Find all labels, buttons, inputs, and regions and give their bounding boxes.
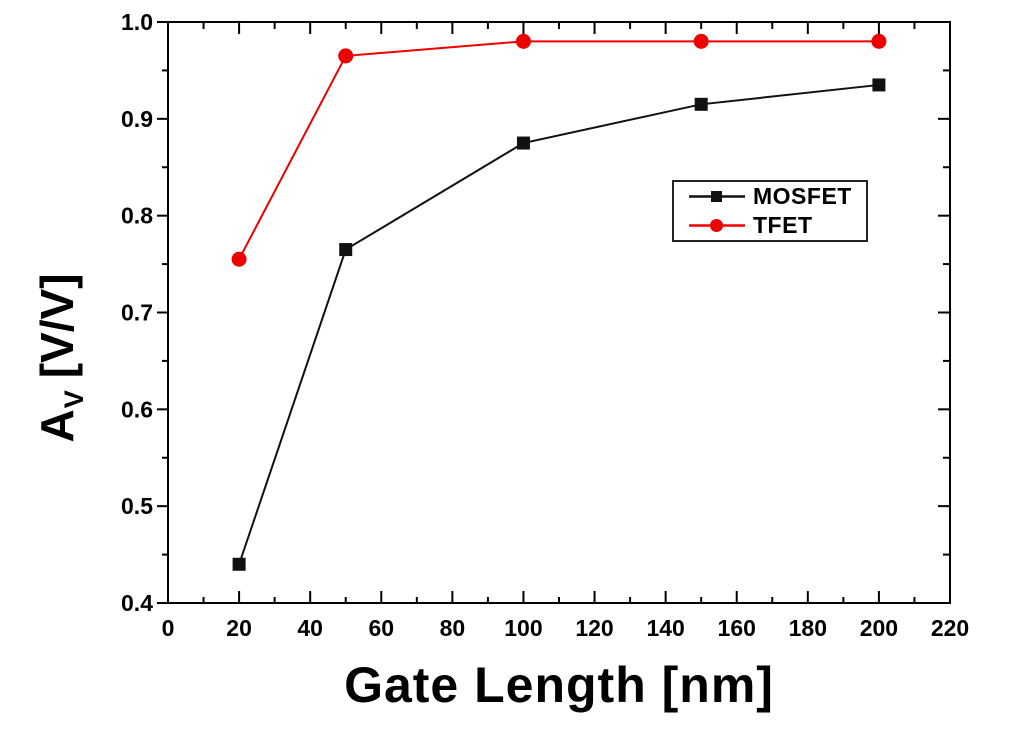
y-tick-label: 0.9 bbox=[121, 106, 153, 132]
x-tick-label: 100 bbox=[504, 615, 542, 641]
y-axis-title-base: A bbox=[31, 409, 83, 443]
legend-item-mosfet: MOSFET bbox=[674, 182, 866, 211]
y-tick-label: 0.4 bbox=[121, 590, 153, 616]
x-tick-label: 200 bbox=[860, 615, 898, 641]
x-tick-label: 20 bbox=[226, 615, 252, 641]
x-tick-label: 180 bbox=[789, 615, 827, 641]
legend-label-mosfet: MOSFET bbox=[753, 183, 852, 209]
y-axis-title-subscript: V bbox=[59, 390, 89, 409]
y-axis-title-unit: [V/V] bbox=[31, 273, 83, 379]
data-point-tfet bbox=[693, 33, 709, 49]
x-tick-label: 220 bbox=[931, 615, 969, 641]
data-point-mosfet bbox=[694, 97, 708, 111]
x-tick-label: 40 bbox=[297, 615, 323, 641]
data-point-tfet bbox=[871, 33, 887, 49]
y-tick-label: 0.7 bbox=[121, 300, 153, 326]
data-point-tfet bbox=[515, 33, 531, 49]
data-point-mosfet bbox=[872, 78, 886, 92]
y-tick-label: 0.5 bbox=[121, 493, 153, 519]
series-line-mosfet bbox=[238, 83, 880, 565]
data-point-mosfet bbox=[516, 136, 530, 150]
data-point-mosfet bbox=[339, 243, 353, 257]
y-axis-title: AV [V/V] bbox=[26, 158, 89, 558]
data-point-tfet bbox=[231, 251, 247, 267]
y-tick-label: 1.0 bbox=[121, 9, 153, 35]
y-tick-label: 0.6 bbox=[121, 396, 153, 422]
x-tick-label: 80 bbox=[440, 615, 466, 641]
x-axis-title: Gate Length [nm] bbox=[344, 657, 774, 713]
legend-label-tfet: TFET bbox=[753, 212, 813, 238]
x-tick-label: 60 bbox=[368, 615, 394, 641]
data-point-tfet bbox=[338, 48, 354, 64]
plot-frame bbox=[167, 21, 951, 604]
tfet-line-circle-marker-icon bbox=[689, 219, 745, 232]
mosfet-line-square-marker-icon bbox=[689, 191, 745, 202]
legend-item-tfet: TFET bbox=[674, 211, 866, 240]
x-tick-label: 0 bbox=[162, 615, 175, 641]
y-tick-label: 0.8 bbox=[121, 203, 153, 229]
x-tick-label: 160 bbox=[718, 615, 756, 641]
legend-box: MOSFET TFET bbox=[672, 180, 868, 242]
x-tick-label: 140 bbox=[646, 615, 684, 641]
data-point-mosfet bbox=[232, 557, 246, 571]
x-tick-label: 120 bbox=[575, 615, 613, 641]
